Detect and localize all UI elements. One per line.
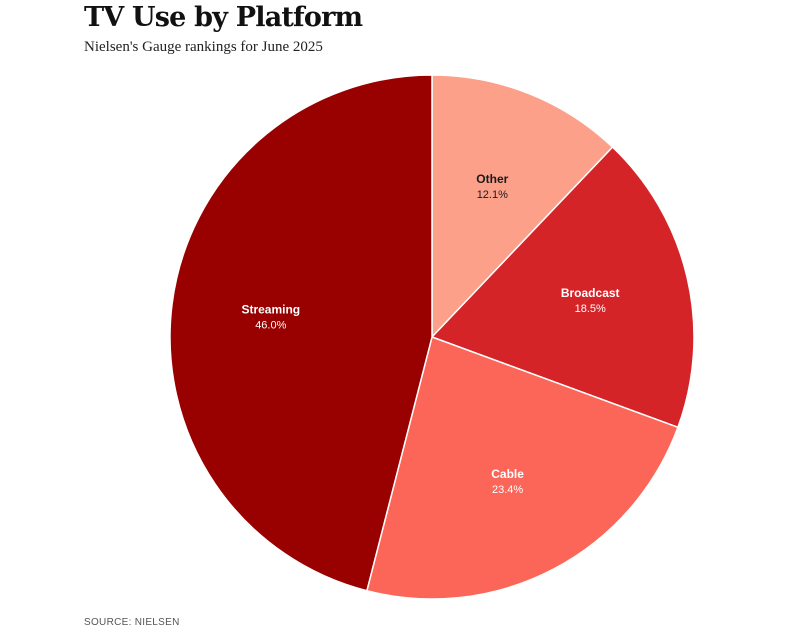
slice-label-streaming: Streaming <box>241 303 300 317</box>
source-note: SOURCE: NIELSEN <box>84 617 180 628</box>
pie-slice-broadcast <box>430 146 695 429</box>
pie-slice-cable <box>365 336 679 600</box>
chart-title: TV Use by Platform <box>84 2 363 33</box>
slice-value-broadcast: 18.5% <box>575 303 606 315</box>
slice-label-other: Other <box>476 172 508 186</box>
slice-label-broadcast: Broadcast <box>561 286 620 300</box>
slice-label-cable: Cable <box>491 467 524 481</box>
pie-slice-other <box>431 74 614 339</box>
pie-slice-streaming <box>169 74 433 592</box>
slice-value-streaming: 46.0% <box>255 320 286 332</box>
slice-value-cable: 23.4% <box>492 484 523 496</box>
chart-subtitle: Nielsen's Gauge rankings for June 2025 <box>84 39 323 55</box>
slice-value-other: 12.1% <box>477 189 508 201</box>
